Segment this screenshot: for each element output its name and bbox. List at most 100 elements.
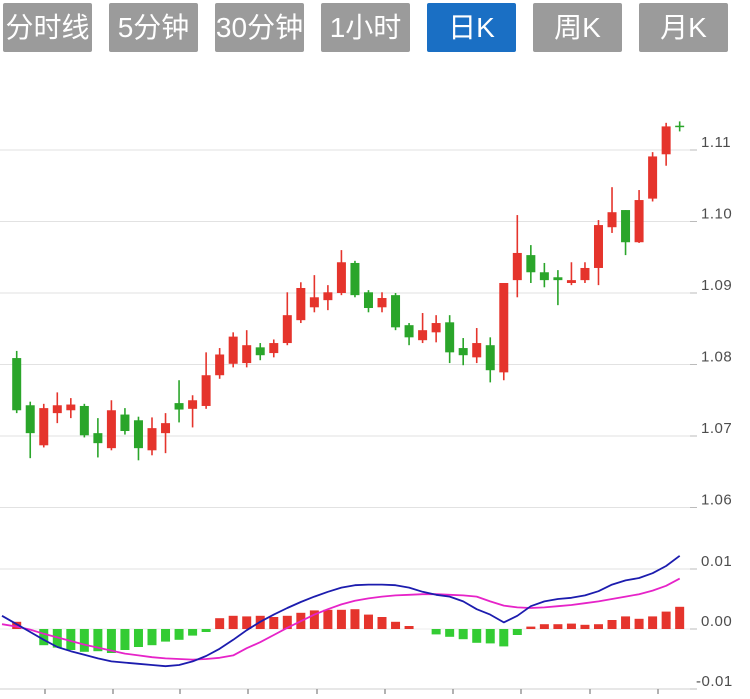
price-grid-1.09-label: 1.09 <box>701 277 732 294</box>
macd-bar <box>147 629 157 646</box>
candle-down <box>526 255 536 273</box>
candle-up <box>634 200 644 243</box>
candle-up <box>607 212 617 228</box>
candle-up <box>242 345 252 364</box>
timeframe-tab-4[interactable]: 1小时 <box>321 3 410 52</box>
macd-bar <box>431 629 441 635</box>
macd-bar <box>391 621 401 629</box>
candle-up <box>228 336 238 364</box>
macd-bar <box>350 609 360 629</box>
macd-bar <box>593 624 603 629</box>
dea-line <box>1 577 681 661</box>
candle-down <box>79 405 89 436</box>
macd-bar <box>201 629 211 632</box>
macd-bar <box>404 626 414 629</box>
macd-grid-0.01-label: 0.01 <box>701 553 732 570</box>
macd-bar <box>106 629 116 653</box>
candle-down <box>133 420 143 449</box>
candles <box>12 121 685 461</box>
dif-line <box>1 555 681 668</box>
candle-down <box>93 433 103 444</box>
price-grid-1.08-label: 1.08 <box>701 349 732 366</box>
price-grid-1.07-label: 1.07 <box>701 420 732 437</box>
macd-bar <box>648 616 658 629</box>
candle-up <box>472 343 482 358</box>
candle-up <box>377 298 387 308</box>
candle-up <box>161 423 171 434</box>
macd-bar <box>553 624 563 629</box>
macd-bar <box>12 621 22 629</box>
macd-bar <box>675 606 685 629</box>
macd-bar <box>282 615 292 629</box>
macd-bar <box>242 616 252 629</box>
candle-up <box>147 428 157 451</box>
timeframe-tab-7[interactable]: 月K <box>639 3 728 52</box>
timeframe-tab-6[interactable]: 周K <box>533 3 622 52</box>
candle-down <box>458 348 468 356</box>
macd-bar <box>66 629 76 650</box>
candle-up <box>593 225 603 268</box>
candle-down <box>363 292 373 309</box>
candle-down <box>25 405 35 434</box>
macd-bar <box>79 629 89 652</box>
candle-up <box>323 292 333 301</box>
macd-bar <box>607 620 617 629</box>
candle-down <box>120 414 130 431</box>
candle-up <box>106 410 116 449</box>
candle-up <box>648 156 658 199</box>
macd-bar <box>215 618 225 629</box>
candle-up <box>39 408 49 446</box>
x-axis-ticks <box>44 689 659 694</box>
candle-up <box>580 267 590 281</box>
macd-bar <box>580 624 590 629</box>
timeframe-tab-2[interactable]: 5分钟 <box>109 3 198 52</box>
candle-up <box>188 400 198 409</box>
macd-grid-0.00-label: 0.00 <box>701 613 732 630</box>
candle-up <box>566 280 576 283</box>
macd-bar <box>539 624 549 629</box>
macd-bar <box>377 617 387 629</box>
timeframe-tab-1[interactable]: 分时线 <box>3 3 92 52</box>
candle-down <box>675 125 685 128</box>
macd-bar <box>445 629 455 637</box>
candle-up <box>52 405 62 414</box>
macd-bar <box>174 629 184 640</box>
macd-bar <box>566 623 576 629</box>
candle-up <box>661 126 671 155</box>
macd-bar <box>661 611 671 629</box>
macd-bar <box>161 629 171 642</box>
candle-up <box>296 287 306 321</box>
macd-bar <box>336 609 346 629</box>
macd-bar <box>188 629 198 636</box>
price-grid-1.06-label: 1.06 <box>701 492 732 509</box>
macd-bar <box>39 629 49 646</box>
macd-histogram <box>12 606 685 653</box>
candle-up <box>512 252 522 281</box>
candle-down <box>621 210 631 243</box>
candle-up <box>309 297 319 308</box>
macd-bar <box>472 629 482 643</box>
macd-bar <box>323 609 333 629</box>
candle-down <box>485 345 495 371</box>
candle-up <box>418 330 428 341</box>
timeframe-tab-bar: 分时线 5分钟 30分钟 1小时 日K 周K 月K <box>3 3 728 52</box>
macd-bar <box>269 617 279 629</box>
candle-down <box>404 325 414 338</box>
macd-bar <box>309 610 319 629</box>
macd-bar <box>93 629 103 652</box>
candle-down <box>445 322 455 353</box>
timeframe-tab-5[interactable]: 日K <box>427 3 516 52</box>
price-grid-1.10-label: 1.10 <box>701 206 732 223</box>
macd-grid--0.01-label: -0.01 <box>696 673 733 690</box>
macd-bar <box>458 629 468 640</box>
candle-up <box>215 354 225 376</box>
macd-bar <box>634 618 644 629</box>
candle-down <box>553 277 563 281</box>
macd-bar <box>512 629 522 635</box>
timeframe-tab-3[interactable]: 30分钟 <box>215 3 304 52</box>
candle-down <box>350 262 360 296</box>
candle-down <box>539 272 549 281</box>
macd-bar <box>526 626 536 629</box>
